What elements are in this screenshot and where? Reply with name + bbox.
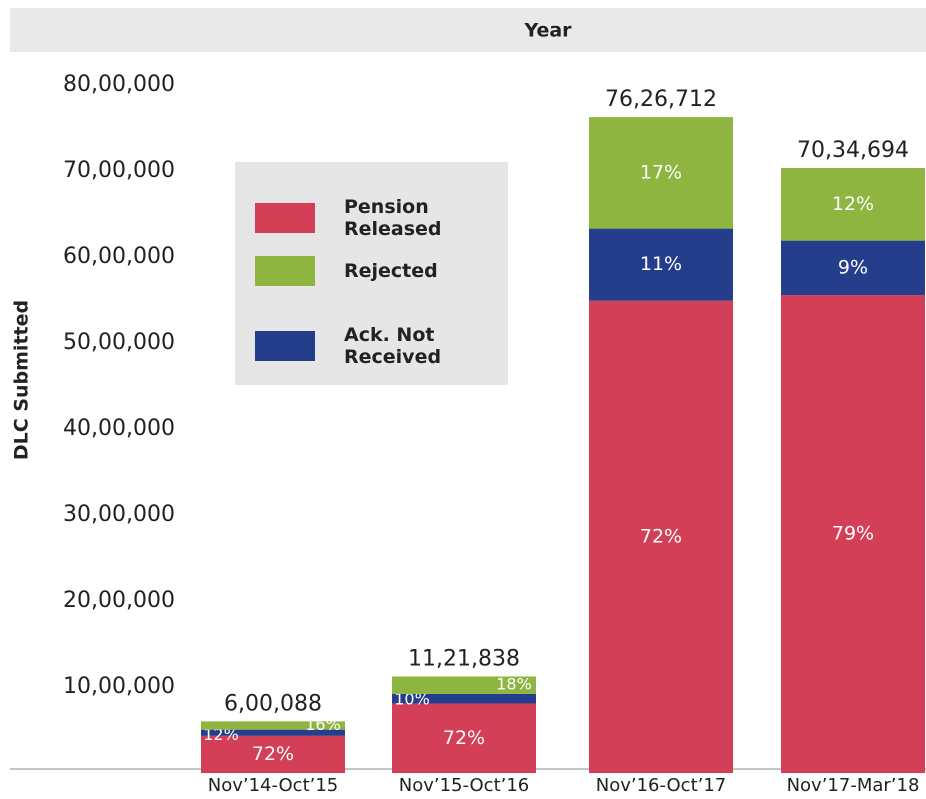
legend-item: Pension Released bbox=[255, 196, 474, 240]
legend-swatch bbox=[255, 331, 315, 361]
x-axis-title: Year bbox=[523, 20, 572, 42]
total-label: 11,21,838 bbox=[408, 647, 520, 672]
legend-label: Rejected bbox=[344, 260, 438, 282]
segment-label: 72% bbox=[443, 727, 485, 749]
y-tick-label: 40,00,000 bbox=[63, 416, 175, 441]
segment-label: 12% bbox=[203, 725, 239, 744]
segment-label: 12% bbox=[832, 193, 874, 215]
bar-segment bbox=[201, 729, 345, 736]
total-label: 70,34,694 bbox=[797, 138, 909, 163]
total-label: 76,26,712 bbox=[605, 87, 717, 112]
legend-item: Rejected bbox=[255, 256, 474, 286]
x-tick-label: Nov’17-Mar’18 bbox=[787, 775, 920, 796]
legend-item: Ack. Not Received bbox=[255, 324, 474, 368]
segment-label: 11% bbox=[640, 253, 682, 275]
segment-label: 72% bbox=[640, 525, 682, 547]
segment-label: 9% bbox=[838, 256, 868, 278]
segment-label: 79% bbox=[832, 523, 874, 545]
bar-segment bbox=[392, 676, 536, 694]
segment-label: 17% bbox=[640, 161, 682, 183]
bar-segment bbox=[392, 703, 536, 773]
legend-label: Ack. Not Received bbox=[344, 324, 442, 368]
x-tick-label: Nov’14-Oct’15 bbox=[208, 775, 339, 796]
legend-swatch bbox=[255, 203, 315, 233]
segment-label: 10% bbox=[394, 689, 430, 708]
y-tick-label: 60,00,000 bbox=[63, 244, 175, 269]
y-tick-label: 20,00,000 bbox=[63, 588, 175, 613]
bar-segment bbox=[589, 228, 733, 301]
x-tick-label: Nov’16-Oct’17 bbox=[596, 775, 727, 796]
y-tick-label: 30,00,000 bbox=[63, 502, 175, 527]
segment-label: 72% bbox=[252, 743, 294, 765]
y-tick-label: 50,00,000 bbox=[63, 330, 175, 355]
x-tick-label: Nov’15-Oct’16 bbox=[399, 775, 530, 796]
bar-segment bbox=[781, 240, 925, 296]
bar-segment bbox=[201, 721, 345, 730]
bar-segment bbox=[392, 693, 536, 704]
bar-segment bbox=[781, 295, 925, 773]
segment-label: 16% bbox=[305, 715, 341, 734]
legend-swatch bbox=[255, 256, 315, 286]
legend-label: Pension Released bbox=[344, 196, 442, 240]
bar-segment bbox=[589, 300, 733, 773]
bar-segment bbox=[589, 117, 733, 229]
legend: Pension Released Rejected Ack. Not Receive… bbox=[235, 162, 508, 385]
y-axis-title: DLC Submitted bbox=[11, 300, 33, 460]
y-tick-label: 10,00,000 bbox=[63, 674, 175, 699]
header-band bbox=[10, 8, 926, 52]
y-tick-label: 80,00,000 bbox=[63, 72, 175, 97]
bar-segment bbox=[201, 735, 345, 773]
bar-segment bbox=[781, 168, 925, 241]
y-tick-label: 70,00,000 bbox=[63, 158, 175, 183]
segment-label: 18% bbox=[496, 675, 532, 694]
total-label: 6,00,088 bbox=[224, 691, 322, 716]
